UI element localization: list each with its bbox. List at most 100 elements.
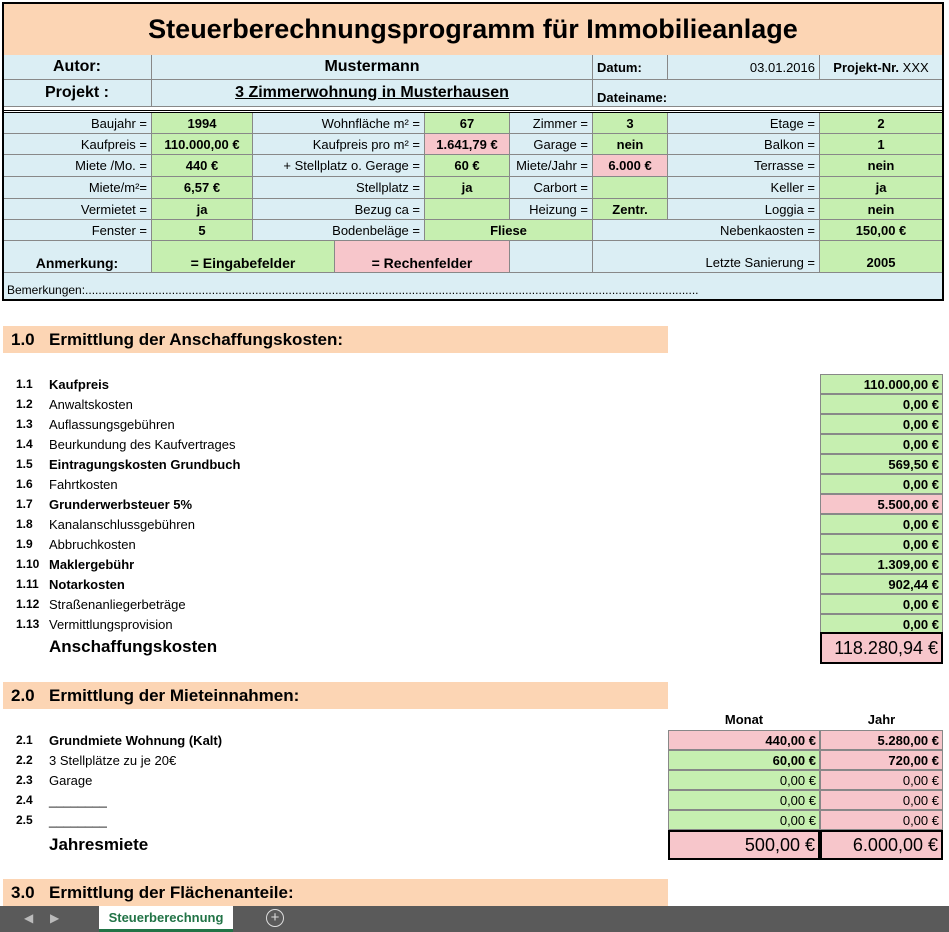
cost-item-row: 1.6 Fahrtkosten 0,00 € [0,474,949,494]
miete-jahr-field[interactable]: 6.000 € [593,155,668,177]
item-value[interactable]: 0,00 € [820,514,943,534]
projekt-field[interactable]: 3 Zimmerwohnung in Musterhausen [152,80,593,107]
wohnflaeche-field[interactable]: 67 [425,113,510,134]
item-number: 1.9 [16,537,33,551]
jahr-value: 0,00 € [820,790,943,810]
zimmer-field[interactable]: 3 [593,113,668,134]
section-number: 3.0 [11,882,35,902]
projektnr-label: Projekt-Nr. [833,59,900,75]
bezug-field[interactable] [425,199,510,220]
item-number: 2.5 [16,813,33,827]
rent-item-row: 2.5 ________ 0,00 € 0,00 € [0,810,949,830]
anschaffungskosten-total: 118.280,94 € [820,632,943,664]
stellplatz-garage-field[interactable]: 60 € [425,155,510,177]
stellplatz-field[interactable]: ja [425,177,510,199]
item-number: 1.3 [16,417,33,431]
zimmer-label: Zimmer = [510,113,593,134]
garage-field[interactable]: nein [593,134,668,155]
carbort-field[interactable] [593,177,668,199]
item-value[interactable]: 0,00 € [820,434,943,454]
miete-label: Miete /Mo. = [3,155,152,177]
loggia-field[interactable]: nein [820,199,943,220]
datum-field[interactable]: 03.01.2016 [668,55,820,80]
item-label: Eintragungskosten Grundbuch [49,456,241,472]
heizung-label: Heizung = [510,199,593,220]
sanierung-field[interactable]: 2005 [820,241,943,273]
item-value[interactable]: 569,50 € [820,454,943,474]
item-value[interactable]: 0,00 € [820,594,943,614]
miete-jahr-label: Miete/Jahr = [510,155,593,177]
item-value[interactable]: 1.309,00 € [820,554,943,574]
fenster-field[interactable]: 5 [152,220,253,241]
monat-value[interactable]: 0,00 € [668,810,820,830]
cost-item-row: 1.3 Auflassungsgebühren 0,00 € [0,414,949,434]
rechen-field: = Rechenfelder [335,241,510,273]
anmerkung-label: Anmerkung: [3,241,152,273]
nebenkosten-field[interactable]: 150,00 € [820,220,943,241]
cost-item-row: 1.8 Kanalanschlussgebühren 0,00 € [0,514,949,534]
cost-item-row: 1.10 Maklergebühr 1.309,00 € [0,554,949,574]
item-value[interactable]: 110.000,00 € [820,374,943,394]
terrasse-field[interactable]: nein [820,155,943,177]
anschaffungskosten-label: Anschaffungskosten [49,637,218,656]
item-label: Straßenanliegerbeträge [49,596,186,612]
item-label: Grundmiete Wohnung (Kalt) [49,732,223,748]
jahresmiete-jahr: 6.000,00 € [820,830,943,860]
baujahr-field[interactable]: 1994 [152,113,253,134]
bemerkungen-field[interactable]: Bemerkungen:............................… [3,273,943,300]
heizung-field[interactable]: Zentr. [593,199,668,220]
kaufpreis-field[interactable]: 110.000,00 € [152,134,253,155]
keller-field[interactable]: ja [820,177,943,199]
miete-field[interactable]: 440 € [152,155,253,177]
item-number: 1.6 [16,477,33,491]
jahr-value: 0,00 € [820,810,943,830]
kaufpreis-qm-field[interactable]: 1.641,79 € [425,134,510,155]
keller-label: Keller = [668,177,820,199]
monat-value[interactable]: 0,00 € [668,770,820,790]
sheet-tab-steuerberechnung[interactable]: Steuerberechnung [99,906,233,932]
item-number: 1.4 [16,437,33,451]
item-label: Kaufpreis [49,376,109,392]
monat-value[interactable]: 60,00 € [668,750,820,770]
vermietet-field[interactable]: ja [152,199,253,220]
miete-qm-field[interactable]: 6,57 € [152,177,253,199]
eingabe-field: = Eingabefelder [152,241,335,273]
jahr-value: 720,00 € [820,750,943,770]
item-value[interactable]: 902,44 € [820,574,943,594]
datum-label: Datum: [593,55,668,80]
miete-qm-label: Miete/m²= [3,177,152,199]
autor-field[interactable]: Mustermann [152,55,593,80]
item-value[interactable]: 0,00 € [820,474,943,494]
item-value[interactable]: 0,00 € [820,414,943,434]
item-value[interactable]: 5.500,00 € [820,494,943,514]
col-jahr: Jahr [867,711,896,727]
item-value[interactable]: 0,00 € [820,394,943,414]
projektnr[interactable]: Projekt-Nr. XXX [820,55,943,80]
balkon-field[interactable]: 1 [820,134,943,155]
monat-value[interactable]: 0,00 € [668,790,820,810]
item-label: Notarkosten [49,576,125,592]
etage-field[interactable]: 2 [820,113,943,134]
item-label: Grunderwerbsteuer 5% [49,496,193,512]
item-number: 1.13 [16,617,40,631]
add-sheet-icon[interactable]: + [266,909,284,927]
item-value[interactable]: 0,00 € [820,534,943,554]
item-number: 1.7 [16,497,33,511]
projekt-label: Projekt : [3,80,152,107]
item-label: Kanalanschlussgebühren [49,516,195,532]
item-label: Vermittlungsprovision [49,616,173,632]
scroll-right-icon[interactable]: ▶ [50,911,60,925]
item-value[interactable]: 0,00 € [820,614,943,634]
monat-value[interactable]: 440,00 € [668,730,820,750]
balkon-label: Balkon = [668,134,820,155]
dateiname-label[interactable]: Dateiname: [593,80,943,107]
section-3-header: 3.0 Ermittlung der Flächenanteile: [3,879,668,906]
nebenkosten-label: Nebenkaosten = [593,220,820,241]
cost-item-row: 1.9 Abbruchkosten 0,00 € [0,534,949,554]
boden-field[interactable]: Fliese [425,220,593,241]
garage-label: Garage = [510,134,593,155]
scroll-left-icon[interactable]: ◀ [24,911,34,925]
item-label: ________ [49,792,107,808]
jahresmiete-label: Jahresmiete [49,835,149,854]
baujahr-label: Baujahr = [3,113,152,134]
